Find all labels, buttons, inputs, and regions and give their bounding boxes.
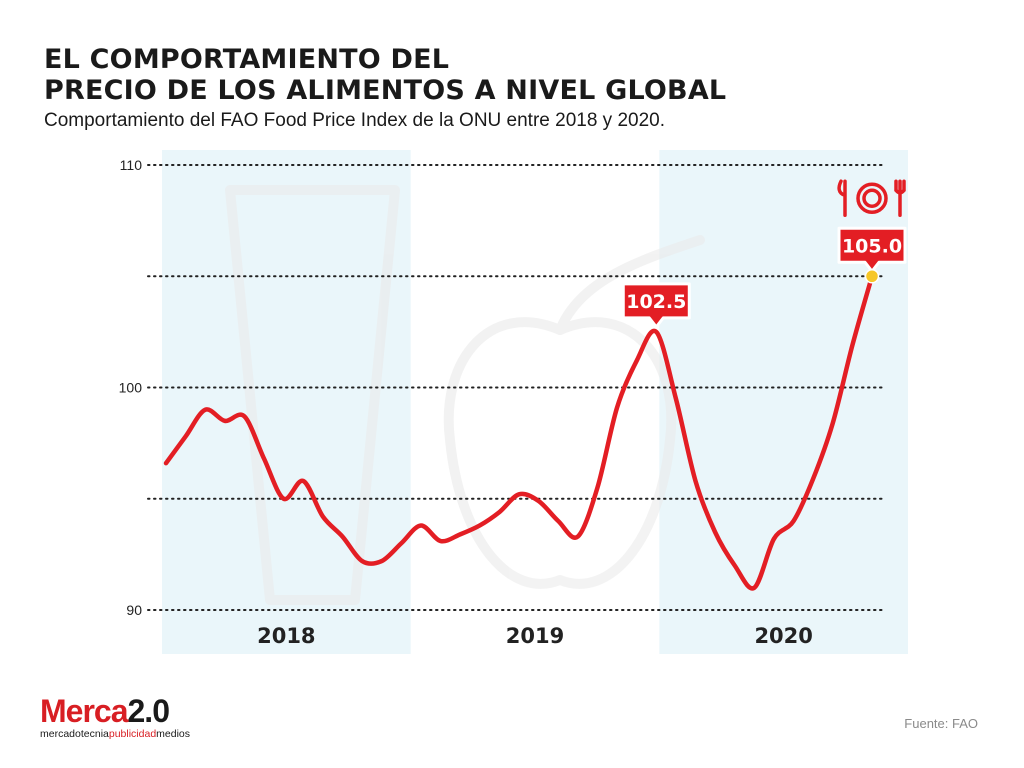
background-watermark: [225, 185, 705, 605]
source-note: Fuente: FAO: [904, 716, 978, 731]
callout-105.0: 105.0: [837, 179, 907, 273]
x-year-label: 2018: [257, 624, 315, 648]
y-axis-ticks: 90 100 110: [119, 157, 143, 618]
y-tick-label: 100: [119, 380, 143, 396]
plate-cutlery-icon: [837, 179, 906, 217]
year-labels: 2018 2019 2020: [257, 624, 813, 648]
brand-tag-2: publicidad: [108, 728, 157, 740]
watermark-apple-icon: [443, 317, 677, 589]
watermark-cup-icon: [225, 185, 400, 605]
brand-logo: Merca2.0 mercadotecniapublicidadmedios: [40, 695, 190, 740]
year-band-2020: [659, 150, 908, 654]
year-band-2018: [162, 150, 411, 654]
brand-tag-1: mercadotecnia: [40, 728, 109, 740]
annotations: 102.5 105.0: [621, 179, 907, 329]
brand-name-dark: 2.0: [127, 693, 170, 729]
brand-name-red: Merca: [40, 693, 128, 729]
callout-box: [837, 226, 907, 273]
year-bands: [162, 150, 908, 654]
brand-tagline: mercadotecniapublicidadmedios: [40, 728, 190, 740]
watermark-leaf-icon: [555, 235, 705, 335]
chart-title: EL COMPORTAMIENTO DEL PRECIO DE LOS ALIM…: [44, 44, 726, 106]
y-tick-label: 110: [120, 157, 143, 173]
brand-name: Merca2.0: [40, 695, 190, 727]
callout-box: [621, 282, 691, 329]
x-year-label: 2020: [754, 624, 812, 648]
chart-title-line-2: PRECIO DE LOS ALIMENTOS A NIVEL GLOBAL: [44, 75, 727, 106]
x-year-label: 2019: [506, 624, 564, 648]
series-line: [163, 274, 875, 591]
chart-subtitle: Comportamiento del FAO Food Price Index …: [44, 110, 665, 131]
callout-102.5: 102.5: [621, 282, 691, 329]
brand-tag-3: medios: [156, 728, 191, 740]
data-label: 102.5: [626, 291, 686, 313]
chart-title-line-1: EL COMPORTAMIENTO DEL: [44, 44, 450, 75]
data-label: 105.0: [842, 235, 902, 257]
end-point-marker: [864, 269, 880, 284]
y-tick-label: 90: [126, 602, 142, 618]
